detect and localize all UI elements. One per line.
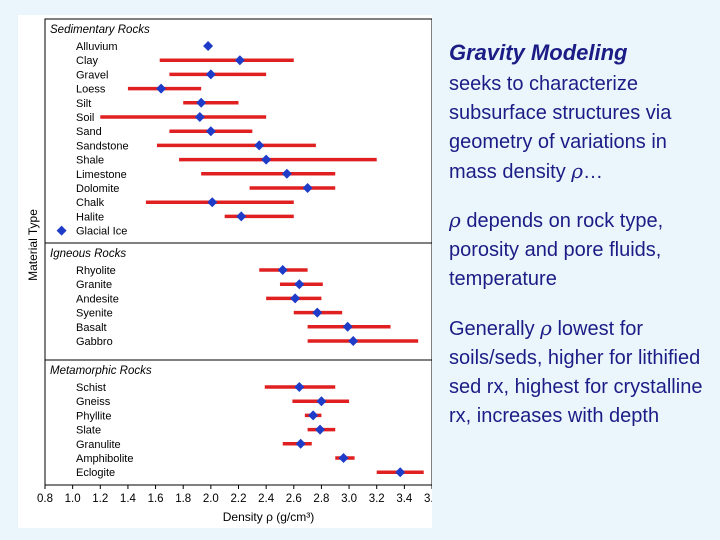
material-label: Glacial Ice — [76, 226, 127, 238]
mean-marker — [316, 396, 327, 407]
material-label: Gabbro — [76, 336, 113, 348]
paragraph-generally: Generally ρ lowest for soils/seds, highe… — [449, 314, 711, 431]
mean-marker — [203, 41, 214, 51]
mean-marker — [302, 183, 313, 193]
mean-marker — [395, 467, 406, 478]
material-label: Silt — [76, 98, 91, 110]
material-label: Sand — [76, 126, 102, 138]
material-label: Shale — [76, 155, 104, 167]
mean-marker — [295, 438, 306, 449]
x-tick-label: 2.4 — [258, 493, 275, 505]
mean-marker — [156, 83, 167, 94]
material-label: Granite — [76, 279, 112, 291]
mean-marker — [294, 382, 305, 392]
chart-panel: Sedimentary Rocks Alluvium Clay Gravel Loess… — [18, 15, 432, 528]
x-tick-label: 2.2 — [231, 493, 247, 505]
mean-marker — [234, 55, 245, 66]
x-tick-label: 3.2 — [369, 493, 385, 505]
mean-marker — [342, 321, 353, 332]
x-tick-label: 2.0 — [203, 493, 219, 505]
mean-marker — [254, 140, 265, 151]
mean-marker — [348, 336, 359, 346]
x-tick-label: 2.6 — [286, 493, 302, 505]
material-label: Alluvium — [76, 41, 118, 53]
x-tick-label: 3.6 — [424, 493, 432, 505]
material-label: Granulite — [76, 439, 121, 451]
x-tick-label: 1.4 — [120, 493, 137, 505]
mean-marker — [338, 453, 349, 463]
mean-marker — [194, 112, 205, 122]
rho-symbol: ρ — [571, 159, 584, 183]
material-label: Gneiss — [76, 396, 111, 408]
mean-marker — [205, 69, 216, 80]
material-label: Rhyolite — [76, 265, 116, 277]
group-title: Igneous Rocks — [50, 248, 126, 260]
material-label: Eclogite — [76, 467, 115, 479]
material-label: Clay — [76, 55, 99, 67]
rho-symbol: ρ — [540, 316, 552, 340]
x-tick-label: 2.8 — [313, 493, 329, 505]
x-tick-label: 0.8 — [37, 493, 53, 505]
mean-marker — [196, 97, 207, 108]
x-tick-label: 1.8 — [175, 493, 191, 505]
paragraph-dependence: ρ depends on rock type, porosity and por… — [449, 206, 711, 294]
mean-marker — [312, 307, 323, 318]
material-label: Loess — [76, 84, 106, 96]
ellipsis: … — [583, 161, 604, 183]
rho-symbol: ρ — [449, 208, 461, 232]
slide-heading: Gravity Modeling — [449, 40, 628, 65]
mean-marker — [308, 410, 319, 421]
material-label: Chalk — [76, 197, 105, 209]
generally-prefix: Generally — [449, 318, 541, 340]
material-label: Halite — [76, 211, 104, 223]
x-axis-title: Density ρ (g/cm³) — [223, 510, 315, 524]
material-label: Phyllite — [76, 410, 111, 422]
text-panel: Gravity Modeling seeks to characterize s… — [449, 38, 711, 431]
mean-marker — [294, 279, 305, 290]
material-label: Andesite — [76, 293, 119, 305]
material-label: Amphibolite — [76, 453, 133, 465]
mean-marker — [207, 197, 218, 208]
y-axis-title: Material Type — [26, 209, 40, 281]
group-title: Metamorphic Rocks — [50, 365, 152, 377]
paragraph-intro: seeks to characterize subsurface structu… — [449, 70, 711, 187]
generally-suffix: lowest for soils/seds, higher for lithif… — [449, 318, 703, 427]
group-title: Sedimentary Rocks — [50, 24, 150, 36]
material-label: Basalt — [76, 322, 107, 334]
material-label: Slate — [76, 425, 101, 437]
mean-marker — [281, 168, 292, 179]
material-label: Gravel — [76, 69, 108, 81]
material-label: Soil — [76, 112, 94, 124]
intro-text: seeks to characterize subsurface structu… — [449, 73, 672, 183]
material-label: Dolomite — [76, 183, 119, 195]
mean-marker — [261, 154, 272, 165]
material-label: Schist — [76, 382, 106, 394]
x-tick-label: 3.0 — [341, 493, 357, 505]
mean-marker — [236, 211, 247, 222]
material-label: Sandstone — [76, 140, 129, 152]
dependence-text: depends on rock type, porosity and pore … — [449, 210, 664, 290]
x-tick-label: 1.0 — [65, 493, 81, 505]
x-tick-label: 1.2 — [92, 493, 108, 505]
density-chart: Sedimentary Rocks Alluvium Clay Gravel Loess… — [26, 18, 432, 524]
mean-marker — [290, 293, 301, 304]
mean-marker — [56, 225, 67, 236]
material-label: Limestone — [76, 169, 127, 181]
x-tick-label: 3.4 — [396, 493, 413, 505]
mean-marker — [205, 126, 216, 137]
mean-marker — [277, 265, 288, 275]
mean-marker — [315, 424, 326, 435]
x-tick-label: 1.6 — [148, 493, 164, 505]
material-label: Syenite — [76, 308, 113, 320]
